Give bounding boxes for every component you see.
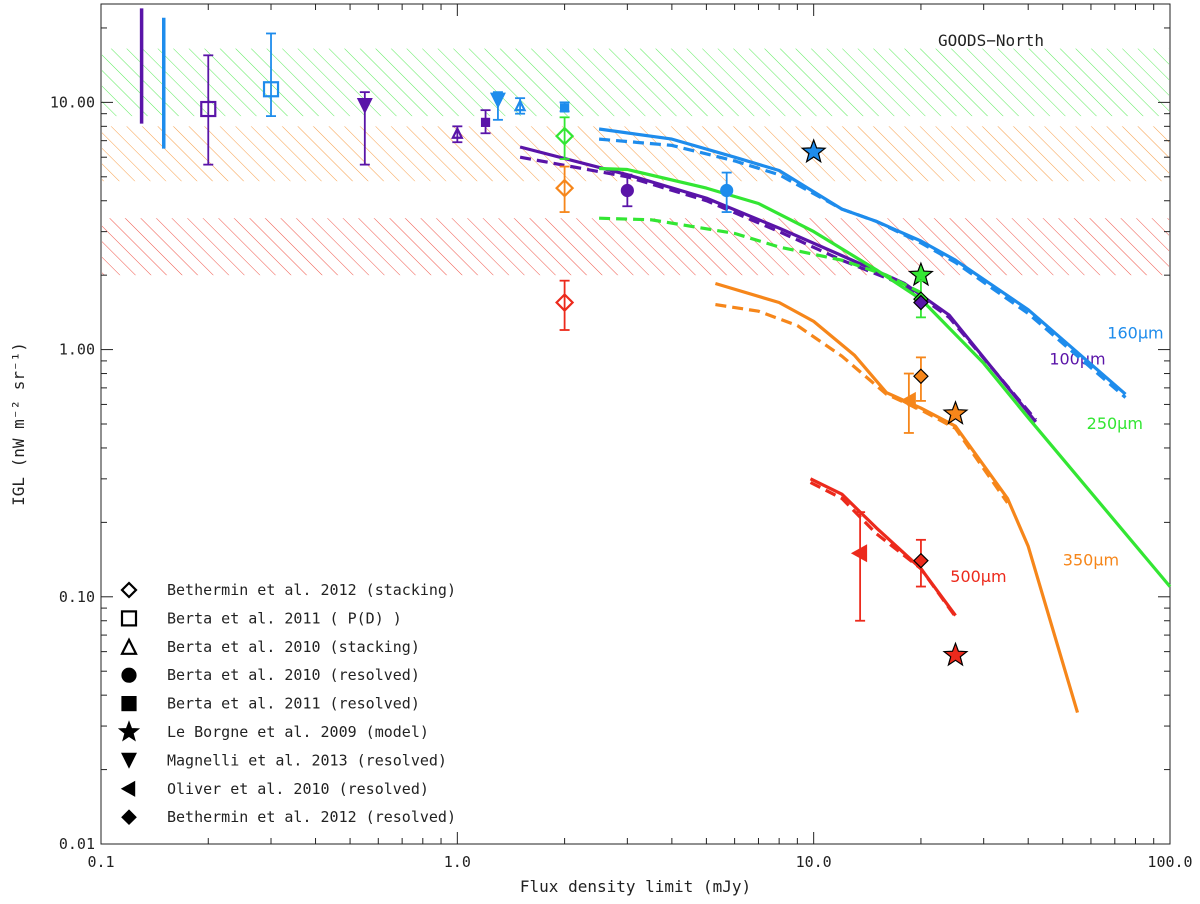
legend-label: Oliver et al. 2010 (resolved)	[167, 780, 429, 798]
x-tick-label: 100.0	[1147, 853, 1192, 871]
data-point-star	[942, 641, 969, 667]
curve-label: 160μm	[1107, 324, 1163, 343]
legend-label: Le Borgne et al. 2009 (model)	[167, 723, 429, 741]
background-bands	[102, 48, 1169, 276]
data-point-diamond	[913, 294, 929, 311]
legend-marker-diamond	[121, 809, 137, 826]
curve	[519, 145, 1038, 423]
data-point-tri_up	[513, 98, 527, 112]
legend-label: Bethermin et al. 2012 (stacking)	[167, 581, 456, 599]
y-tick-label: 10.00	[50, 93, 95, 111]
x-tick-label: 10.0	[796, 853, 832, 871]
curve-dashed	[519, 155, 1038, 421]
curve	[599, 166, 1172, 588]
y-tick-label: 1.00	[59, 341, 95, 359]
data-point-diamond	[555, 126, 575, 146]
data-point-diamond	[555, 292, 575, 313]
curve-label: 500μm	[950, 567, 1006, 586]
legend-label: Magnelli et al. 2013 (resolved)	[167, 751, 447, 769]
band-250um	[102, 48, 1169, 117]
legend-marker-tri_up	[120, 637, 138, 655]
legend-label: Berta et al. 2011 ( P(D) )	[167, 609, 402, 627]
legend-marker-tri_down	[121, 752, 137, 769]
curve	[809, 477, 957, 617]
axis-ticks: 0.1 1.0 10.0 100.0 0.01 0.10 1.00 10.00	[50, 4, 1193, 871]
legend-label: Berta et al. 2010 (resolved)	[167, 666, 420, 684]
legend-marker-square	[120, 610, 138, 627]
legend-marker-circle	[121, 667, 137, 683]
x-tick-label: 0.1	[87, 853, 114, 871]
curve-dashed	[809, 481, 957, 618]
data-point-diamond	[913, 368, 929, 385]
legend: Bethermin et al. 2012 (stacking) Berta et…	[117, 581, 456, 826]
data-point-square	[560, 103, 570, 113]
curve-dashed	[599, 216, 922, 295]
data-point-tri_down	[489, 92, 506, 109]
y-axis-label: IGL (nW m⁻² sr⁻¹)	[9, 342, 28, 506]
data-point-circle	[720, 183, 734, 198]
legend-label: Berta et al. 2011 (resolved)	[167, 695, 420, 713]
legend-label: Bethermin et al. 2012 (resolved)	[167, 808, 456, 826]
curve	[714, 281, 1080, 714]
data-point-tri_down	[356, 98, 373, 114]
data-point-tri_left	[850, 544, 868, 563]
data-point-square	[480, 117, 491, 127]
legend-marker-diamond	[120, 581, 138, 599]
data-point-tri_left	[899, 391, 916, 410]
data-point-square	[262, 81, 280, 98]
data-point-tri_up	[451, 126, 464, 139]
data-point-star	[800, 138, 827, 164]
data-point-star	[942, 400, 969, 425]
chart-title: GOODS−North	[938, 31, 1044, 50]
band-500um	[102, 218, 1169, 276]
curve-label: 250μm	[1087, 414, 1143, 433]
y-tick-label: 0.01	[59, 835, 95, 853]
data-point-diamond	[555, 178, 575, 198]
curve-label: 350μm	[1063, 551, 1119, 570]
data-point-circle	[620, 183, 634, 198]
data-points	[200, 32, 969, 667]
legend-label: Berta et al. 2010 (stacking)	[167, 638, 420, 656]
data-point-diamond	[913, 552, 929, 569]
legend-marker-star	[117, 720, 141, 742]
curve-dashed	[598, 137, 1127, 399]
y-tick-label: 0.10	[59, 588, 95, 606]
legend-marker-square	[121, 695, 137, 712]
data-point-square	[200, 100, 217, 118]
x-axis-label: Flux density limit (mJy)	[520, 877, 751, 896]
x-tick-label: 1.0	[444, 853, 471, 871]
legend-marker-tri_left	[120, 780, 136, 797]
